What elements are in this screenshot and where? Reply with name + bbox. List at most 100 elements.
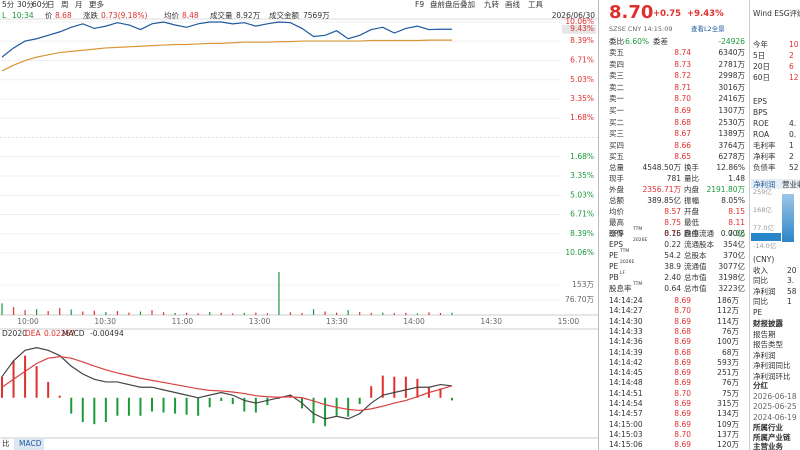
book-volume: 1307万 — [718, 106, 745, 115]
period-tab[interactable]: 日 — [47, 0, 55, 9]
fund-label: 流通值 — [684, 262, 707, 271]
trade-time: 14:14:36 — [609, 337, 643, 347]
return-value: 2 — [789, 51, 794, 60]
macd-bar — [266, 397, 269, 406]
macd-bar — [58, 395, 61, 398]
info-label: L — [2, 11, 7, 20]
esg-label: Wind ESG评级 — [753, 9, 800, 18]
period-tab[interactable]: 60分 — [32, 0, 50, 9]
tool-button[interactable]: F9 — [415, 0, 425, 9]
tab-active-bg — [14, 438, 44, 450]
fund-value: 354亿 — [723, 240, 745, 249]
volume-bar — [416, 313, 418, 315]
volume-tick-label: 153万 — [572, 280, 594, 289]
trade-volume: 109万 — [717, 419, 739, 429]
stat-label: 涨停 — [609, 229, 624, 238]
trade-price: 8.70 — [674, 306, 691, 316]
macd-bar — [416, 378, 419, 398]
report-item: 财报披露 — [753, 319, 783, 328]
book-label: 卖一 — [609, 94, 624, 103]
trade-time: 14:14:42 — [609, 357, 643, 367]
stat-label: 均价 — [609, 207, 624, 216]
stat-label: 开盘 — [684, 207, 699, 216]
period-tab[interactable]: 周 — [61, 0, 69, 9]
dividend-item: 分红 — [753, 381, 768, 390]
book-price: 8.66 — [674, 140, 691, 150]
period-tab[interactable]: 月 — [75, 0, 83, 9]
finance-label: 同比 — [753, 276, 768, 285]
book-price: 8.73 — [674, 59, 691, 69]
quote-meta: SZSE CNY 14:15:09 — [609, 25, 673, 33]
fund-label: 总市值 — [684, 273, 707, 282]
mini-bar — [751, 233, 781, 241]
ratio-label: ROE — [753, 119, 769, 128]
trade-price: 8.68 — [674, 326, 691, 336]
stat-value: 8.11 — [728, 218, 745, 227]
stat-value: 1.48 — [728, 174, 745, 183]
macd-header: D2020 — [2, 329, 27, 338]
info-label: 价 — [45, 11, 53, 20]
book-label: 买二 — [609, 117, 624, 127]
finance-label: 收入 — [753, 265, 768, 275]
ratio-value: 4. — [789, 119, 797, 128]
finance-label: 净利润 — [753, 286, 776, 296]
book-label: 买四 — [609, 140, 624, 150]
volume-bar — [243, 313, 245, 315]
stat-value: 12.86% — [716, 163, 745, 172]
volume-bar — [370, 313, 372, 315]
current-marker — [562, 24, 596, 34]
tab[interactable]: 比 — [2, 438, 10, 448]
stat-label: 外盘 — [609, 185, 624, 194]
report-item: 净利润 — [753, 350, 776, 360]
trade-volume: 76万 — [721, 326, 739, 336]
fund-label: 总市值 — [684, 284, 707, 293]
volume-bar — [439, 313, 442, 315]
tab[interactable]: 营业收入 — [782, 180, 800, 189]
period-tab[interactable]: 5分 — [2, 0, 15, 9]
trade-price: 8.69 — [674, 378, 691, 388]
x-tick-label: 14:30 — [480, 317, 502, 326]
macd-bar — [370, 386, 373, 398]
date: 2026/06/30 — [551, 11, 595, 20]
trade-volume: 114万 — [717, 316, 739, 326]
tab[interactable]: MACD — [19, 439, 42, 448]
tool-button[interactable]: 叠加 — [460, 0, 475, 9]
tool-button[interactable]: 九转 — [484, 0, 499, 9]
divider — [749, 0, 750, 450]
macd-bar — [324, 397, 327, 427]
label: 委差 — [653, 37, 668, 46]
period-tab[interactable]: 更多 — [89, 0, 104, 9]
quote-panel: 8.70 +0.75 +9.43% SZSE CNY 14:15:09 查看L2全景 委比… — [598, 0, 800, 450]
l2-link[interactable]: 查看L2全景 — [691, 25, 725, 33]
macd-bar — [243, 397, 246, 412]
info-label: 涨跌 — [83, 11, 98, 20]
ratio-label: 负债率 — [753, 163, 776, 172]
finance-value: 58 — [787, 286, 797, 296]
trade-price: 8.69 — [674, 316, 691, 326]
tab[interactable]: 净利润 — [753, 180, 776, 189]
x-tick-label: 14:00 — [403, 317, 425, 326]
volume-bar — [151, 310, 153, 315]
macd-bar — [197, 397, 200, 416]
y-tick-label: 5.03% — [570, 75, 594, 84]
tool-button[interactable]: 盘前盘后 — [430, 0, 460, 9]
ratio-label: 毛利率 — [753, 141, 776, 150]
macd-bar — [347, 397, 350, 417]
finance-label: PE — [753, 307, 763, 317]
tool-button[interactable]: 画线 — [505, 0, 520, 9]
ratio-value: 0. — [789, 130, 797, 139]
tool-button[interactable]: 工具 — [528, 0, 543, 9]
trade-price: 8.68 — [674, 347, 691, 357]
period-tab[interactable]: 30分 — [17, 0, 35, 9]
trade-price: 8.69 — [674, 409, 691, 419]
book-volume: 2998万 — [718, 71, 745, 80]
fund-label: 自由流通 — [684, 229, 714, 238]
macd-bar — [116, 397, 119, 416]
fund-value: 0.22 — [664, 240, 681, 249]
dif-line — [1, 347, 453, 420]
macd-bar — [220, 397, 223, 401]
return-label: 今年 — [753, 40, 768, 49]
fund-sup: 2026E — [633, 238, 648, 243]
book-price: 8.71 — [674, 82, 691, 92]
